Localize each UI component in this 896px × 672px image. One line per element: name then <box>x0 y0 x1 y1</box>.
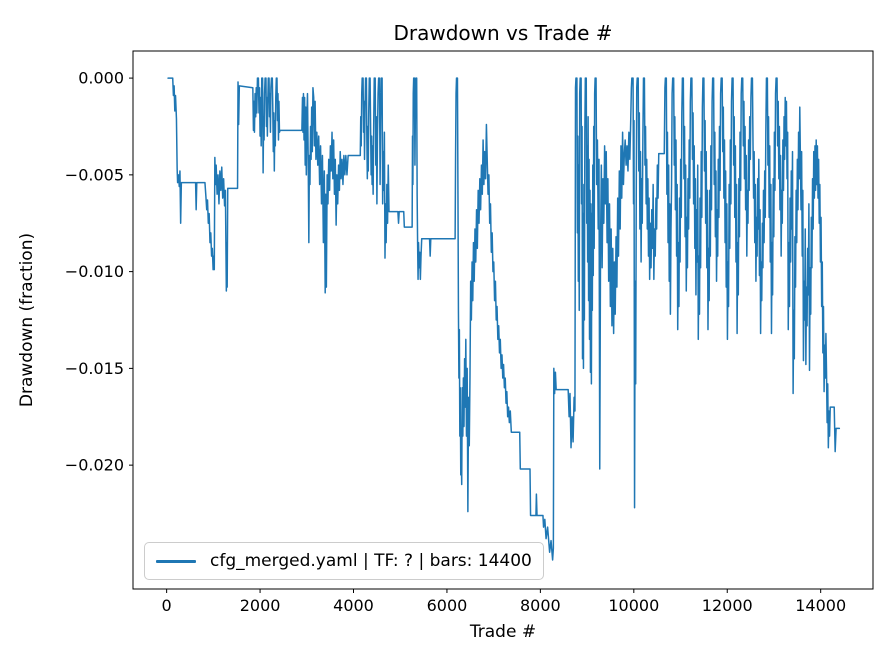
legend-line-sample <box>156 559 196 563</box>
chart-title: Drawdown vs Trade # <box>393 21 613 45</box>
legend-label: cfg_merged.yaml | TF: ? | bars: 14400 <box>210 551 532 571</box>
svg-text:−0.015: −0.015 <box>65 359 124 378</box>
svg-text:−0.010: −0.010 <box>65 262 124 281</box>
svg-text:−0.020: −0.020 <box>65 456 124 475</box>
x-axis-label: Trade # <box>469 622 537 642</box>
svg-text:4000: 4000 <box>333 596 374 615</box>
svg-text:0: 0 <box>162 596 172 615</box>
svg-text:0.000: 0.000 <box>78 69 124 88</box>
legend: cfg_merged.yaml | TF: ? | bars: 14400 <box>144 542 544 580</box>
y-axis-label: Drawdown (fraction) <box>17 232 37 408</box>
axes-spines <box>132 50 874 590</box>
svg-text:8000: 8000 <box>520 596 561 615</box>
x-axis-ticks: 0 2000 4000 6000 8000 10000 12000 14000 <box>162 589 846 615</box>
y-axis-ticks: 0.000 −0.005 −0.010 −0.015 −0.020 <box>65 69 133 475</box>
svg-text:6000: 6000 <box>427 596 468 615</box>
svg-text:−0.005: −0.005 <box>65 165 124 184</box>
svg-text:10000: 10000 <box>608 596 659 615</box>
svg-text:12000: 12000 <box>702 596 753 615</box>
drawdown-line-series <box>167 77 841 561</box>
svg-text:14000: 14000 <box>795 596 846 615</box>
svg-text:2000: 2000 <box>240 596 281 615</box>
